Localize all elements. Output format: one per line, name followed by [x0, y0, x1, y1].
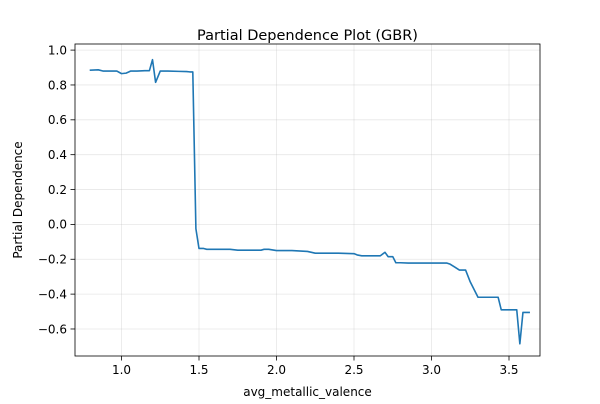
series-line-0 — [89, 58, 530, 345]
y-tick-label: −0.2 — [38, 253, 67, 267]
x-tick-label: 3.0 — [422, 363, 441, 377]
plot-area-frame — [74, 43, 541, 357]
series-layer — [89, 58, 530, 345]
y-axis-label: Partial Dependence — [11, 141, 25, 258]
x-tick-label: 1.5 — [189, 363, 208, 377]
tick-layer: 1.0 1.5 2.0 2.5 3.0 3.5 −0.6 −0.4 −0.2 0.0 0.2 0.4 0… — [38, 43, 519, 377]
grid-layer — [75, 44, 540, 356]
x-tick-label: 1.0 — [112, 363, 131, 377]
y-tick-label: 0.8 — [48, 78, 67, 92]
y-tick-label: −0.6 — [38, 322, 67, 336]
x-axis-label: avg_metallic_valence — [243, 385, 372, 399]
x-tick-label: 3.5 — [499, 363, 518, 377]
y-tick-label: 0.2 — [48, 183, 67, 197]
y-tick-label: 0.0 — [48, 218, 67, 232]
y-tick-label: 0.6 — [48, 113, 67, 127]
x-tick-label: 2.0 — [267, 363, 286, 377]
y-tick-label: 0.4 — [48, 148, 67, 162]
y-tick-label: 1.0 — [48, 43, 67, 57]
x-tick-label: 2.5 — [344, 363, 363, 377]
chart-title: Partial Dependence Plot (GBR) — [197, 28, 418, 44]
y-tick-label: −0.4 — [38, 287, 67, 301]
